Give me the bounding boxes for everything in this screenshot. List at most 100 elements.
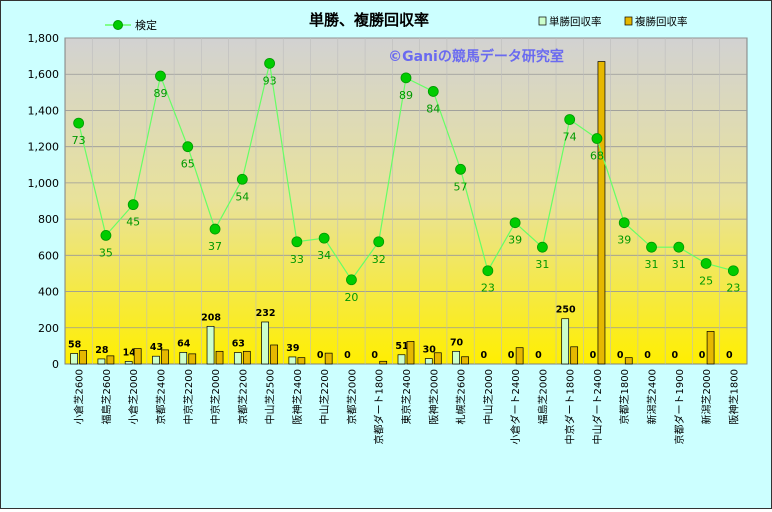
bar-fukusho [188, 353, 197, 365]
bar-fukusho [215, 350, 224, 365]
bar-tansho [397, 354, 406, 365]
kentei-point [700, 258, 712, 269]
x-tick-label: 福島芝2600 [100, 369, 113, 424]
bar-tansho-label: 0 [726, 350, 733, 361]
bar-tansho [288, 356, 297, 365]
bar-tansho-label: 30 [423, 345, 437, 356]
bar-fukusho [706, 331, 715, 365]
bar-fukusho [406, 341, 415, 365]
bar-tansho-label: 0 [644, 350, 651, 361]
kentei-point [182, 141, 194, 153]
kentei-point [155, 70, 166, 82]
x-tick-label: 東京芝2400 [400, 369, 413, 424]
kentei-label: 89 [399, 89, 413, 102]
bar-fukusho [379, 360, 388, 365]
bar-fukusho [161, 349, 169, 365]
x-tick-label: 中京ダート1800 [564, 369, 577, 444]
kentei-label: 39 [508, 234, 522, 247]
y-tick-label: 1,400 [28, 104, 60, 117]
bar-fukusho [433, 352, 442, 365]
kentei-point [236, 173, 248, 185]
kentei-label: 31 [672, 258, 686, 271]
x-tick-label: 京都ダート1900 [673, 369, 686, 444]
kentei-point [318, 232, 330, 244]
x-tick-label: 京都芝1800 [618, 369, 631, 424]
bar-tansho-label: 208 [201, 312, 221, 323]
x-tick-label: 福島芝2000 [536, 369, 549, 424]
bar-tansho-label: 70 [450, 337, 464, 348]
kentei-label: 34 [317, 249, 331, 262]
x-tick-label: 京都芝2000 [345, 369, 358, 424]
kentei-point [127, 199, 139, 211]
kentei-label: 31 [645, 258, 659, 271]
bar-tansho-label: 0 [617, 350, 624, 361]
bar-tansho [452, 350, 460, 365]
bar-fukusho [597, 61, 606, 365]
kentei-label: 65 [181, 158, 195, 171]
bar-tansho [97, 358, 106, 365]
bar-tansho [261, 321, 269, 365]
bar-tansho-label: 43 [150, 342, 163, 353]
y-tick-label: 1,800 [28, 32, 60, 45]
bar-fukusho [106, 355, 115, 365]
bar-fukusho [79, 350, 87, 365]
kentei-label: 25 [699, 274, 713, 287]
bar-tansho-label: 58 [68, 339, 82, 350]
bar-fukusho [297, 357, 306, 365]
bar-tansho [179, 352, 188, 365]
bar-tansho-label: 0 [317, 350, 324, 361]
chart-title: 単勝、複勝回収率 [309, 11, 429, 29]
bar-tansho-label: 0 [535, 350, 542, 361]
x-tick-label: 京都芝2200 [236, 369, 249, 424]
kentei-label: 45 [126, 216, 140, 229]
bar-fukusho [570, 346, 579, 365]
legend-tansho-swatch [538, 16, 547, 26]
kentei-label: 74 [563, 131, 577, 144]
kentei-point [291, 236, 303, 248]
y-tick-label: 1,200 [28, 141, 60, 154]
bar-tansho-label: 232 [256, 308, 276, 319]
kentei-label: 54 [235, 190, 249, 203]
kentei-point [400, 72, 412, 84]
kentei-point [564, 114, 576, 125]
kentei-label: 20 [344, 291, 358, 304]
kentei-label: 32 [372, 253, 386, 266]
bar-fukusho [270, 344, 278, 365]
kentei-point [209, 223, 221, 235]
kentei-label: 23 [481, 282, 495, 295]
kentei-label: 31 [535, 258, 549, 271]
bar-fukusho [624, 357, 633, 365]
bar-tansho [561, 318, 570, 365]
x-tick-label: 小倉ダート2400 [509, 369, 522, 444]
y-tick-label: 400 [38, 286, 59, 299]
bar-tansho-label: 0 [344, 350, 351, 361]
legend-tansho-label: 単勝回収率 [549, 15, 602, 28]
kentei-point [727, 265, 739, 277]
kentei-label: 68 [590, 150, 604, 163]
kentei-label: 57 [454, 180, 468, 193]
x-tick-label: 阪神芝2000 [427, 369, 440, 424]
x-tick-label: 中山芝2500 [264, 369, 277, 424]
kentei-point [346, 274, 357, 286]
watermark: ©Ganiの競馬データ研究室 [388, 48, 564, 65]
kentei-label: 89 [153, 87, 167, 100]
legend-fukusho-swatch [624, 16, 633, 26]
x-tick-label: 阪神芝2400 [291, 369, 304, 424]
y-tick-label: 600 [38, 249, 59, 262]
y-tick-label: 200 [38, 322, 59, 335]
x-tick-label: 中京芝2200 [182, 369, 195, 424]
bar-fukusho [461, 356, 469, 365]
x-tick-label: 中京芝2000 [209, 369, 222, 424]
bar-tansho-label: 39 [286, 343, 299, 354]
bar-tansho-label: 14 [123, 347, 137, 358]
bar-tansho [233, 352, 242, 365]
bar-fukusho [133, 348, 142, 365]
x-tick-label: 札幌芝2600 [455, 369, 468, 424]
kentei-point [100, 230, 112, 241]
bar-tansho [206, 325, 215, 365]
bar-tansho [424, 358, 433, 365]
bar-tansho-label: 64 [177, 338, 191, 349]
bar-tansho-label: 0 [481, 350, 488, 361]
